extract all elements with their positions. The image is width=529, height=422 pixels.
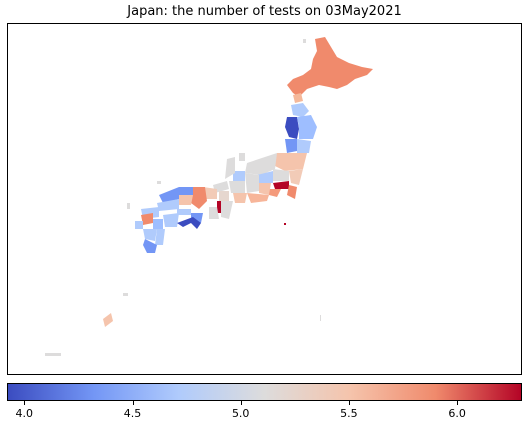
region-kochi (177, 217, 201, 229)
island-amami (123, 293, 128, 296)
region-okayama (179, 195, 193, 205)
region-aichi (233, 193, 247, 203)
region-fukushima (273, 153, 307, 171)
region-kyoto (203, 187, 217, 199)
region-hokkaido (287, 37, 373, 97)
colorbar-tick-mark (24, 401, 26, 405)
region-nara (209, 207, 219, 219)
region-miyazaki (155, 229, 165, 245)
region-kumamoto (143, 229, 157, 241)
region-kanagawa (269, 189, 281, 197)
region-nagano (245, 173, 259, 193)
island-tsushima (127, 203, 130, 209)
region-shiga (219, 191, 229, 201)
region-toyama (233, 171, 245, 181)
region-okinawa (103, 313, 113, 327)
region-saga (135, 221, 143, 229)
region-shizuoka (247, 193, 269, 203)
region-kagoshima (143, 239, 157, 253)
colorbar (7, 383, 522, 401)
region-osaka (217, 201, 221, 213)
island-ogasawara (320, 315, 321, 321)
colorbar-tick-label: 4.0 (15, 407, 34, 420)
colorbar-tick-mark (457, 401, 459, 405)
colorbar-ticks: 4.0 4.5 5.0 5.5 6.0 (7, 401, 522, 421)
region-shimane (159, 187, 179, 203)
colorbar-tick-mark (240, 401, 242, 405)
island-rishiri (303, 39, 306, 43)
region-tokyo (273, 181, 289, 189)
region-iwate (297, 115, 317, 139)
island-oki (157, 181, 161, 184)
island-izu (284, 223, 286, 225)
region-tochigi (273, 169, 289, 181)
region-hokkaido-south (293, 93, 303, 103)
colorbar-tick-label: 5.0 (231, 407, 250, 420)
region-kagawa (177, 209, 191, 215)
colorbar-tick-label: 4.5 (123, 407, 142, 420)
island-sakishima (45, 353, 61, 356)
region-ehime (163, 213, 179, 227)
region-tottori (179, 187, 193, 195)
map-title: Japan: the number of tests on 03May2021 (127, 4, 402, 19)
region-fukuoka (141, 213, 153, 225)
region-niigata (245, 153, 277, 175)
region-ishikawa (225, 157, 235, 179)
region-aomori (291, 103, 309, 117)
region-gunma (257, 171, 273, 183)
colorbar-tick-label: 6.0 (448, 407, 466, 420)
region-hyogo (191, 187, 207, 209)
region-miyagi (297, 139, 311, 153)
region-mie (221, 201, 233, 219)
region-gifu (229, 181, 245, 193)
region-akita (285, 117, 299, 139)
region-hiroshima (157, 199, 179, 211)
colorbar-tick-mark (132, 401, 134, 405)
region-oita (153, 219, 163, 229)
region-ibaraki (289, 169, 303, 185)
region-chiba (287, 185, 297, 199)
colorbar-tick-mark (348, 401, 350, 405)
region-yamanashi (259, 183, 271, 195)
island-sado (239, 153, 245, 161)
colorbar-tick-label: 5.5 (340, 407, 358, 420)
region-yamagata (285, 139, 297, 153)
japan-choropleth-map (45, 37, 373, 356)
